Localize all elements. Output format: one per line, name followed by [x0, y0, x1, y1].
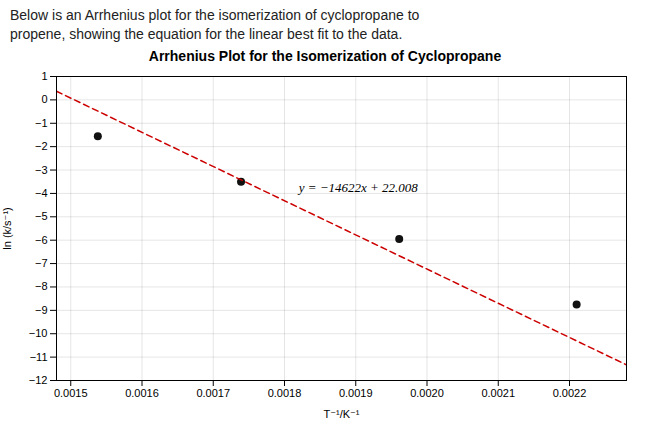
svg-text:0.0017: 0.0017 [196, 387, 230, 399]
svg-text:−6: −6 [35, 233, 48, 245]
svg-text:−10: −10 [29, 327, 48, 339]
html-text:Below is an Arrhenius plot for: Below is an Arrhenius plot for the isome… [10, 7, 420, 42]
svg-text:−5: −5 [35, 210, 48, 222]
svg-text:1: 1 [41, 70, 47, 82]
svg-text:0.0022: 0.0022 [553, 387, 587, 399]
svg-text:−9: −9 [35, 304, 48, 316]
svg-text:0: 0 [41, 93, 47, 105]
svg-text:0.0020: 0.0020 [410, 387, 444, 399]
svg-text:−2: −2 [35, 140, 48, 152]
svg-text:T⁻¹/K⁻¹: T⁻¹/K⁻¹ [323, 407, 359, 419]
svg-text:0.0015: 0.0015 [54, 387, 88, 399]
svg-text:ln (k/s⁻¹): ln (k/s⁻¹) [1, 207, 13, 249]
svg-text:0.0021: 0.0021 [481, 387, 515, 399]
svg-text:0.0016: 0.0016 [125, 387, 159, 399]
svg-text:0.0019: 0.0019 [339, 387, 373, 399]
html-text:Arrhenius Plot for the Isomeri: Arrhenius Plot for the Isomerization of … [148, 47, 502, 64]
svg-text:−1: −1 [35, 117, 48, 129]
svg-text:−3: −3 [35, 163, 48, 175]
svg-text:−11: −11 [30, 350, 48, 362]
svg-text:−4: −4 [35, 187, 48, 199]
svg-text:−12: −12 [29, 374, 48, 386]
svg-text:−8: −8 [35, 280, 48, 292]
svg-text:0.0018: 0.0018 [268, 387, 302, 399]
svg-text:−7: −7 [35, 257, 48, 269]
svg-text:y = −14622x + 22.008: y = −14622x + 22.008 [297, 180, 419, 195]
